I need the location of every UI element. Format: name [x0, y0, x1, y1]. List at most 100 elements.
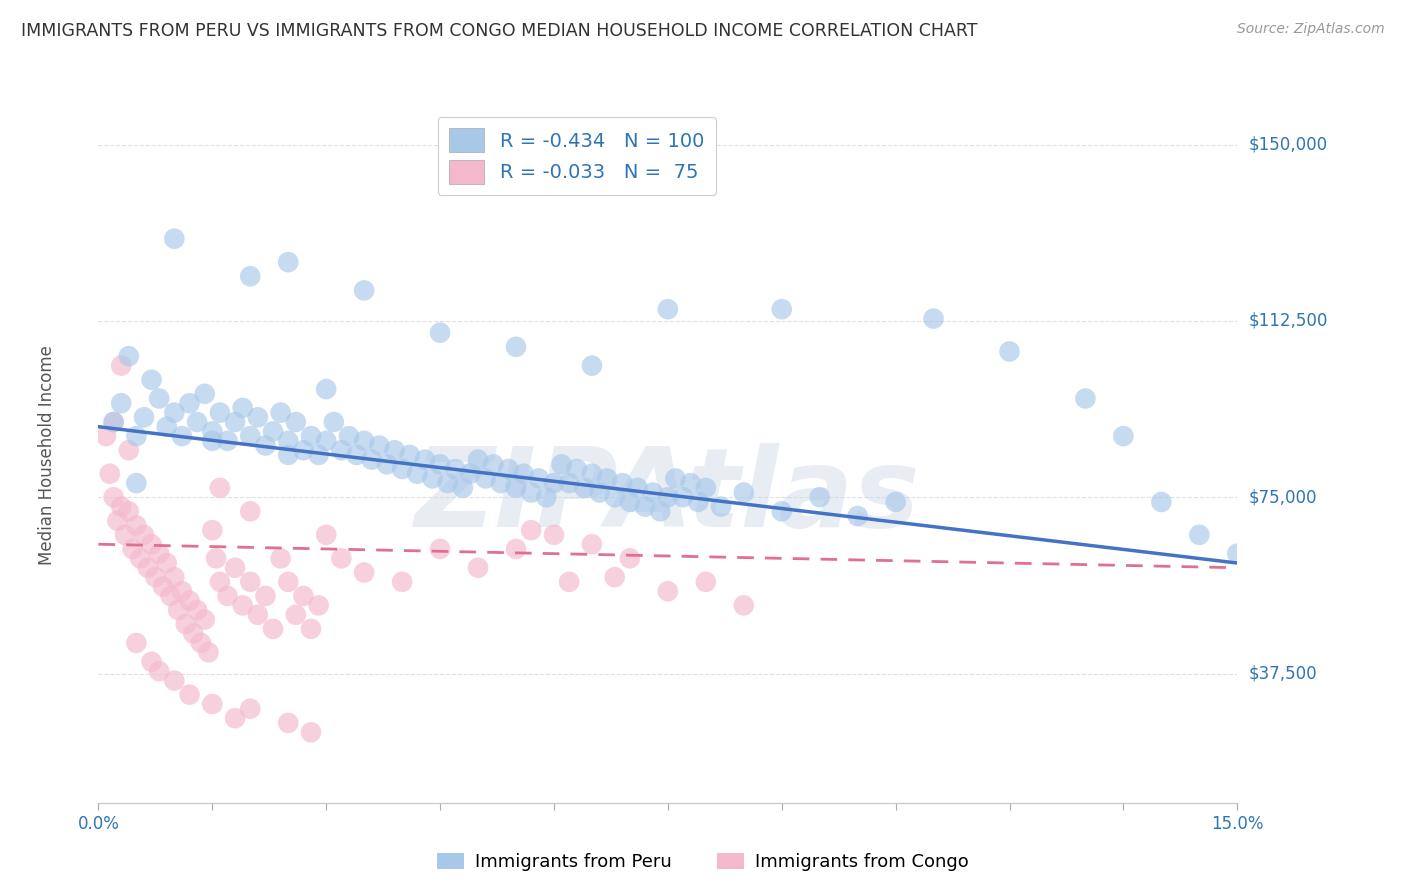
- Point: [110, 396, 132, 410]
- Point: [110, 500, 132, 514]
- Point: [284, 415, 307, 429]
- Point: [353, 566, 375, 580]
- Point: [217, 434, 239, 448]
- Point: [163, 406, 186, 420]
- Point: [194, 612, 217, 626]
- Point: [179, 396, 201, 410]
- Point: [125, 429, 148, 443]
- Point: [664, 471, 686, 485]
- Point: [145, 570, 167, 584]
- Text: Median Household Income: Median Household Income: [38, 345, 56, 565]
- Point: [224, 560, 246, 574]
- Point: [808, 490, 831, 504]
- Point: [657, 490, 679, 504]
- Point: [262, 622, 284, 636]
- Point: [1112, 429, 1135, 443]
- Legend: R = -0.434   N = 100, R = -0.033   N =  75: R = -0.434 N = 100, R = -0.033 N = 75: [437, 117, 716, 195]
- Point: [337, 429, 360, 443]
- Point: [612, 476, 634, 491]
- Point: [512, 467, 534, 481]
- Point: [201, 697, 224, 711]
- Point: [277, 255, 299, 269]
- Point: [489, 476, 512, 491]
- Point: [1150, 495, 1173, 509]
- Point: [505, 481, 527, 495]
- Point: [174, 617, 197, 632]
- Point: [733, 599, 755, 613]
- Point: [110, 359, 132, 373]
- Point: [232, 599, 254, 613]
- Point: [467, 560, 489, 574]
- Point: [159, 589, 181, 603]
- Point: [581, 537, 603, 551]
- Point: [353, 434, 375, 448]
- Point: [550, 458, 572, 472]
- Point: [603, 570, 626, 584]
- Point: [254, 589, 277, 603]
- Point: [284, 607, 307, 622]
- Point: [183, 626, 205, 640]
- Point: [246, 410, 269, 425]
- Point: [679, 476, 702, 491]
- Point: [98, 467, 121, 481]
- Point: [114, 528, 136, 542]
- Point: [588, 485, 610, 500]
- Point: [688, 495, 710, 509]
- Point: [308, 599, 330, 613]
- Point: [270, 551, 292, 566]
- Point: [94, 429, 117, 443]
- Point: [201, 434, 224, 448]
- Point: [132, 410, 155, 425]
- Point: [360, 452, 382, 467]
- Point: [505, 340, 527, 354]
- Point: [322, 415, 344, 429]
- Text: $112,500: $112,500: [1249, 312, 1327, 330]
- Point: [330, 443, 353, 458]
- Point: [224, 415, 246, 429]
- Point: [141, 655, 163, 669]
- Point: [186, 603, 208, 617]
- Point: [217, 589, 239, 603]
- Point: [270, 406, 292, 420]
- Point: [695, 574, 717, 589]
- Text: $37,500: $37,500: [1249, 665, 1317, 682]
- Point: [262, 425, 284, 439]
- Point: [596, 471, 619, 485]
- Point: [299, 622, 322, 636]
- Point: [194, 386, 217, 401]
- Point: [498, 462, 520, 476]
- Text: $75,000: $75,000: [1249, 488, 1317, 507]
- Point: [536, 490, 558, 504]
- Point: [482, 458, 505, 472]
- Point: [208, 406, 231, 420]
- Point: [148, 664, 170, 678]
- Point: [156, 556, 179, 570]
- Point: [384, 443, 406, 458]
- Point: [543, 528, 565, 542]
- Point: [429, 326, 451, 340]
- Point: [277, 434, 299, 448]
- Point: [467, 452, 489, 467]
- Point: [429, 541, 451, 556]
- Point: [239, 702, 262, 716]
- Point: [132, 528, 155, 542]
- Point: [619, 551, 641, 566]
- Point: [634, 500, 657, 514]
- Point: [103, 490, 125, 504]
- Point: [922, 311, 945, 326]
- Point: [163, 232, 186, 246]
- Point: [103, 415, 125, 429]
- Point: [167, 603, 190, 617]
- Point: [422, 471, 444, 485]
- Point: [205, 551, 228, 566]
- Point: [170, 584, 193, 599]
- Point: [141, 373, 163, 387]
- Point: [641, 485, 664, 500]
- Point: [125, 636, 148, 650]
- Point: [650, 504, 672, 518]
- Point: [733, 485, 755, 500]
- Point: [581, 467, 603, 481]
- Point: [505, 541, 527, 556]
- Point: [998, 344, 1021, 359]
- Point: [710, 500, 733, 514]
